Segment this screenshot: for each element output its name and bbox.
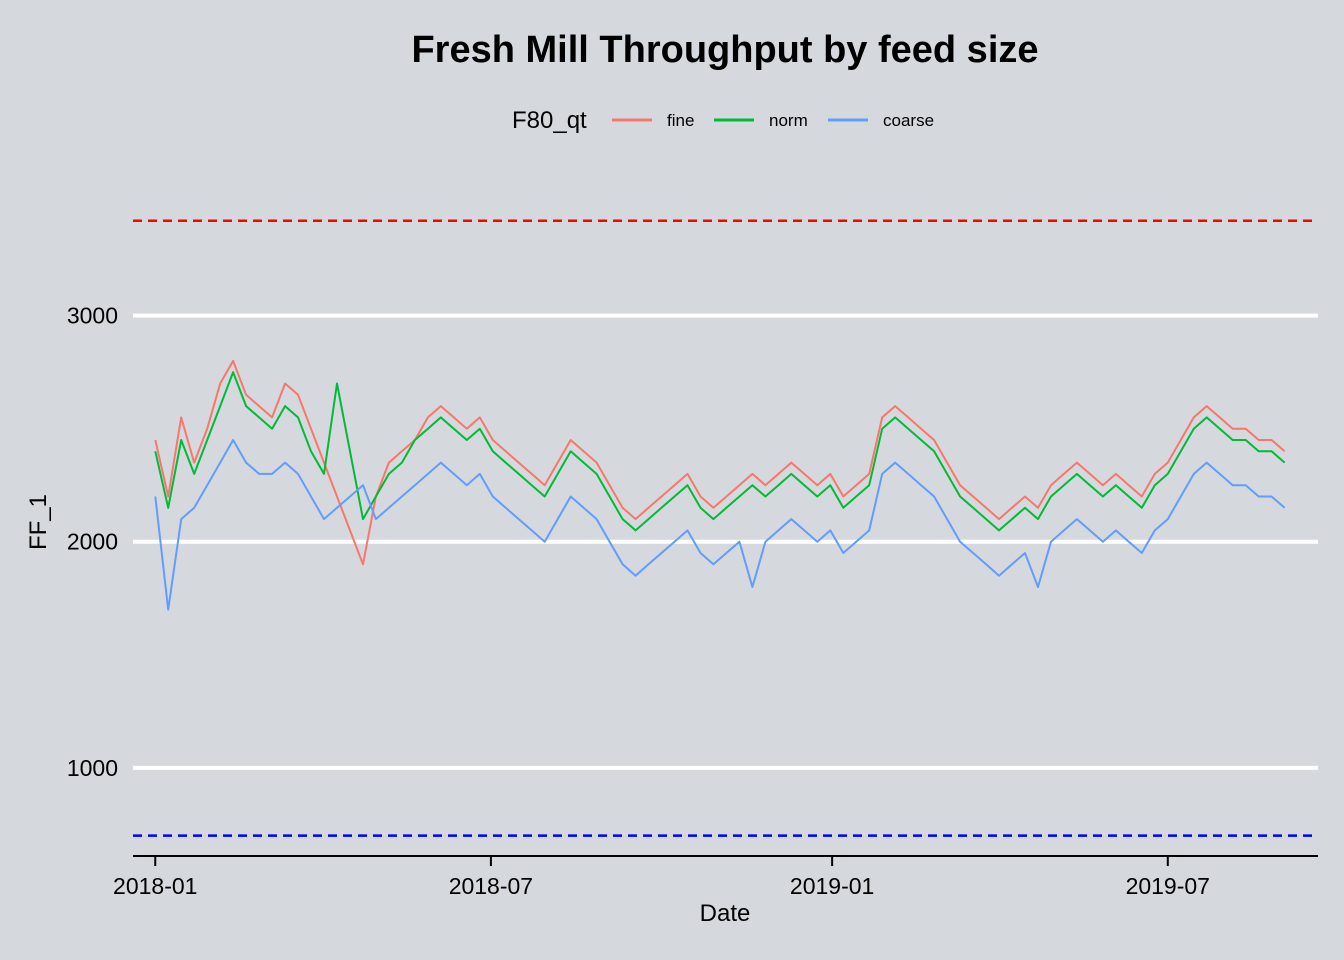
x-tick-label-3: 2019-07 — [1126, 873, 1210, 899]
y-tick-label-1: 2000 — [67, 529, 118, 555]
legend: F80_qt fine norm coarse — [512, 107, 934, 134]
x-axis-label: Date — [700, 900, 751, 927]
legend-title: F80_qt — [512, 107, 587, 134]
series-line-coarse — [154, 439, 1286, 611]
grid — [133, 313, 1318, 770]
y-tick-label-0: 1000 — [67, 755, 118, 781]
legend-label-norm: norm — [769, 111, 808, 130]
reference-lines — [133, 219, 1318, 837]
series-group — [154, 359, 1286, 611]
x-tick-label-1: 2018-07 — [449, 873, 533, 899]
chart-title: Fresh Mill Throughput by feed size — [411, 29, 1038, 71]
series-line-norm — [154, 371, 1286, 532]
y-axis-ticks: 1000 2000 3000 — [67, 303, 118, 781]
legend-label-coarse: coarse — [883, 111, 934, 130]
legend-label-fine: fine — [667, 111, 694, 130]
x-tick-label-0: 2018-01 — [113, 873, 197, 899]
series-line-fine — [154, 359, 1286, 566]
y-tick-label-2: 3000 — [67, 303, 118, 329]
x-axis-ticks: 2018-01 2018-07 2019-01 2019-07 — [113, 856, 1210, 899]
x-tick-label-2: 2019-01 — [790, 873, 874, 899]
y-axis-label: FF_1 — [25, 494, 52, 550]
